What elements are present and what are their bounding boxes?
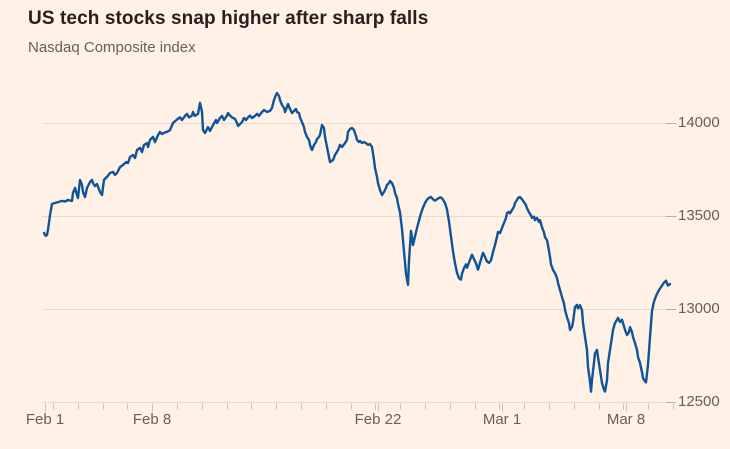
nasdaq-index-line <box>42 91 672 393</box>
chart-subtitle: Nasdaq Composite index <box>28 39 196 56</box>
y-axis-label-13500: 13500 <box>678 207 720 224</box>
x-axis-label-feb22: Feb 22 <box>354 411 402 428</box>
nasdaq-line-series <box>42 91 672 393</box>
x-axis-label-mar1: Mar 1 <box>482 411 522 428</box>
gridlines <box>42 123 676 403</box>
x-axis-label-feb1: Feb 1 <box>25 411 65 428</box>
x-axis-label-mar8: Mar 8 <box>606 411 646 428</box>
y-axis-label-13000: 13000 <box>678 300 720 317</box>
y-axis-label-14000: 14000 <box>678 114 720 131</box>
chart-title: US tech stocks snap higher after sharp f… <box>28 8 429 29</box>
x-axis-ticks <box>45 403 674 412</box>
x-axis-label-feb8: Feb 8 <box>132 411 172 428</box>
y-axis-label-12500: 12500 <box>678 393 720 410</box>
